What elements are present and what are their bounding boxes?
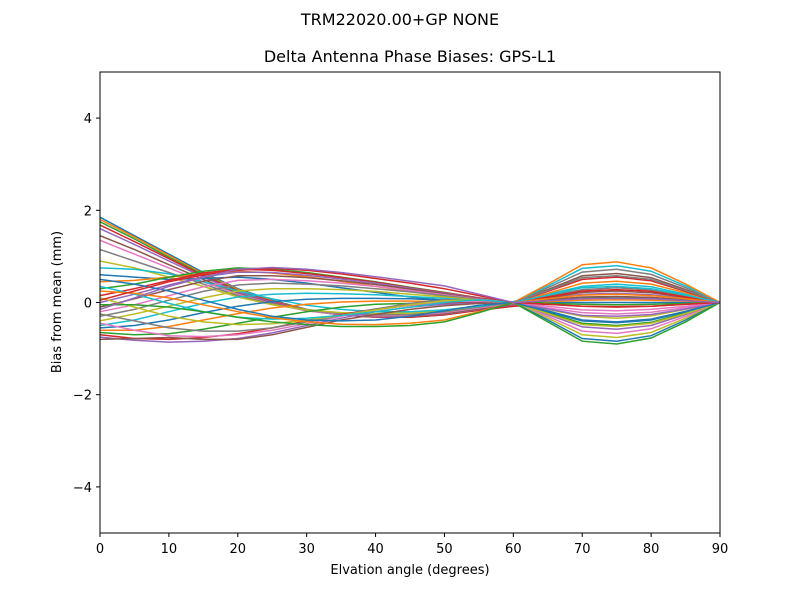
series-line [99, 268, 721, 318]
series-line [99, 295, 721, 341]
x-tick-label: 80 [643, 542, 660, 557]
x-tick-label: 50 [436, 542, 453, 557]
chart-title: Delta Antenna Phase Biases: GPS-L1 [263, 47, 557, 66]
y-tick-label: 2 [84, 204, 92, 219]
series-line [99, 248, 721, 316]
series-line [99, 278, 721, 335]
y-axis-label: Bias from mean (mm) [50, 231, 65, 373]
x-axis-label: Elvation angle (degrees) [330, 563, 489, 578]
series-line [99, 272, 721, 308]
series-line [99, 287, 721, 339]
series-line [99, 267, 721, 308]
x-tick-label: 30 [298, 542, 315, 557]
y-tick-label: 0 [84, 297, 92, 312]
y-axis-ticks: −4 −2 0 2 4 [73, 112, 100, 496]
x-tick-label: 0 [96, 542, 104, 557]
x-axis-ticks: 0 10 20 30 40 50 60 70 80 90 [96, 533, 728, 557]
x-tick-label: 20 [230, 542, 247, 557]
x-tick-label: 40 [367, 542, 384, 557]
series-line [99, 290, 721, 326]
series-line [99, 297, 721, 328]
series-line [99, 278, 721, 324]
x-tick-label: 10 [161, 542, 178, 557]
x-tick-label: 70 [574, 542, 591, 557]
x-tick-label: 60 [505, 542, 522, 557]
y-tick-label: −2 [73, 389, 92, 404]
series-line [99, 275, 721, 332]
series-line [99, 297, 721, 342]
series-lines [99, 216, 721, 345]
series-line [99, 266, 721, 311]
series-line [99, 264, 721, 327]
series-line [100, 301, 721, 328]
figure-suptitle: TRM22020.00+GP NONE [300, 10, 500, 29]
y-tick-label: −4 [73, 481, 92, 496]
y-tick-label: 4 [84, 112, 92, 127]
series-line [100, 261, 721, 331]
x-tick-label: 90 [712, 542, 729, 557]
